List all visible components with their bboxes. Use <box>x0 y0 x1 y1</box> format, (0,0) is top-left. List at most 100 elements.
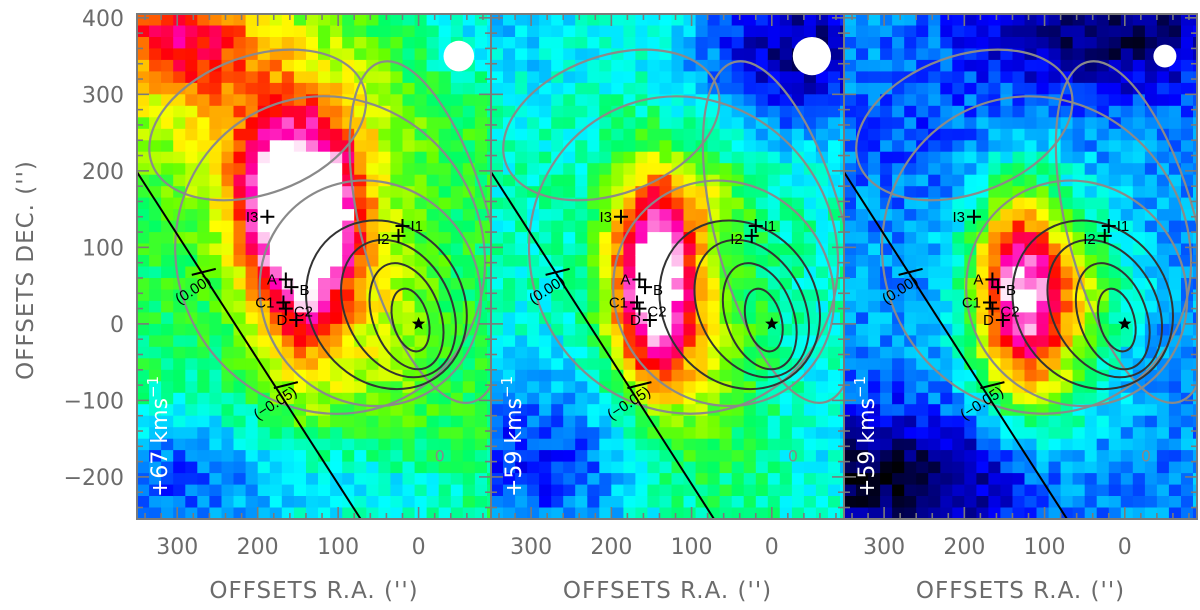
heatmap-cell <box>161 369 174 382</box>
heatmap-cell <box>1132 438 1146 451</box>
heatmap-cell <box>719 415 733 428</box>
heatmap-cell <box>551 37 564 50</box>
heatmap-cell <box>450 209 464 222</box>
heatmap-cell <box>209 25 223 38</box>
heatmap-cell <box>803 381 817 394</box>
heatmap-cell <box>731 369 745 382</box>
heatmap-cell <box>1084 37 1098 50</box>
heatmap-cell <box>840 117 844 130</box>
heatmap-cell <box>1156 438 1170 451</box>
heatmap-cell <box>659 37 673 50</box>
heatmap-cell <box>342 438 355 451</box>
heatmap-cell <box>149 14 162 27</box>
heatmap-cell <box>330 163 343 176</box>
heatmap-cell <box>635 151 648 164</box>
heatmap-cell <box>1036 381 1050 394</box>
heatmap-cell <box>149 484 162 497</box>
heatmap-cell <box>659 59 673 72</box>
heatmap-cell <box>551 346 564 359</box>
heatmap-cell <box>515 163 528 176</box>
heatmap-cell <box>623 323 636 336</box>
y-tick-label: 100 <box>82 236 124 261</box>
heatmap-cell <box>1181 48 1194 61</box>
heatmap-cell <box>269 496 283 509</box>
heatmap-cell <box>551 128 564 141</box>
heatmap-cell <box>1096 14 1110 27</box>
heatmap-cell <box>450 289 464 302</box>
heatmap-cell <box>149 404 162 417</box>
heatmap-cell <box>281 496 295 509</box>
heatmap-cell <box>450 174 464 187</box>
heatmap-cell <box>306 300 319 313</box>
heatmap-cell <box>563 427 576 440</box>
heatmap-cell <box>1036 14 1050 27</box>
heatmap-cell <box>1084 461 1098 474</box>
heatmap-cell <box>221 82 235 95</box>
heatmap-cell <box>928 404 941 417</box>
heatmap-cell <box>1096 128 1110 141</box>
heatmap-cell <box>1193 82 1197 95</box>
heatmap-cell <box>515 450 528 463</box>
heatmap-cell <box>354 323 367 336</box>
heatmap-cell <box>149 140 162 153</box>
heatmap-cell <box>1156 232 1170 245</box>
heatmap-cell <box>527 37 540 50</box>
heatmap-cell <box>803 312 817 325</box>
heatmap-cell <box>828 117 841 130</box>
heatmap-cell <box>1024 151 1038 164</box>
heatmap-cell <box>1024 300 1038 313</box>
heatmap-cell <box>450 461 464 474</box>
heatmap-cell <box>390 243 404 256</box>
heatmap-cell <box>767 48 781 61</box>
heatmap-cell <box>852 519 865 531</box>
heatmap-cell <box>503 140 516 153</box>
heatmap-cell <box>731 415 745 428</box>
heatmap-cell <box>695 37 709 50</box>
heatmap-cell <box>904 37 917 50</box>
heatmap-cell <box>539 427 552 440</box>
heatmap-cell <box>161 312 174 325</box>
heatmap-cell <box>868 25 881 38</box>
black-contour <box>1096 287 1137 353</box>
heatmap-cell <box>755 450 769 463</box>
heatmap-cell <box>803 14 817 27</box>
heatmap-cell <box>185 346 198 359</box>
heatmap-cell <box>487 450 491 463</box>
heatmap-cell <box>515 243 528 256</box>
heatmap-cell <box>743 346 757 359</box>
heatmap-cell <box>463 519 476 531</box>
heatmap-cell <box>1193 105 1197 118</box>
heatmap-cell <box>245 438 259 451</box>
heatmap-cell <box>426 461 440 474</box>
heatmap-cell <box>563 312 576 325</box>
heatmap-cell <box>707 438 721 451</box>
heatmap-cell <box>940 289 953 302</box>
heatmap-cell <box>1156 461 1170 474</box>
heatmap-cell <box>491 105 504 118</box>
heatmap-cell <box>1156 186 1170 199</box>
heatmap-cell <box>293 25 307 38</box>
heatmap-cell <box>491 140 504 153</box>
heatmap-cell <box>450 186 464 199</box>
heatmap-cell <box>330 507 343 519</box>
heatmap-cell <box>840 128 844 141</box>
heatmap-cell <box>402 71 416 84</box>
heatmap-cell <box>767 197 781 210</box>
heatmap-cell <box>450 14 464 27</box>
heatmap-cell <box>779 243 793 256</box>
heatmap-cell <box>185 404 198 417</box>
heatmap-cell <box>257 94 271 107</box>
heatmap-cell <box>1000 450 1013 463</box>
heatmap-cell <box>707 255 721 268</box>
heatmap-cell <box>952 404 965 417</box>
heatmap-cell <box>551 71 564 84</box>
heatmap-cell <box>209 48 223 61</box>
heatmap-cell <box>402 209 416 222</box>
heatmap-cell <box>868 255 881 268</box>
heatmap-cell <box>856 243 869 256</box>
heatmap-cell <box>1168 37 1182 50</box>
heatmap-cell <box>1072 427 1086 440</box>
heatmap-cell <box>815 381 829 394</box>
heatmap-cell <box>916 300 929 313</box>
heatmap-cell <box>804 519 817 531</box>
